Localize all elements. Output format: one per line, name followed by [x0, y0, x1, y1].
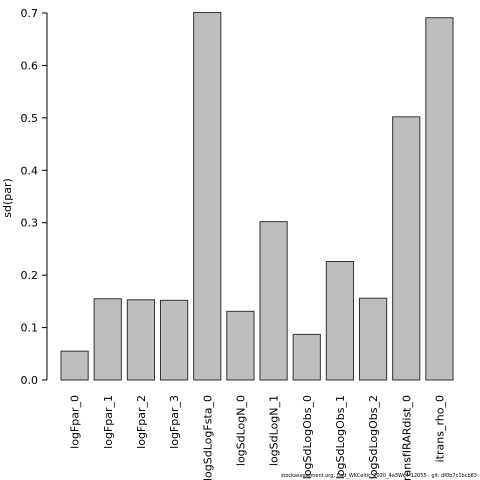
x-tick-label: logSdLogObs_1 — [334, 395, 347, 479]
y-tick-label: 0.4 — [21, 164, 39, 177]
x-tick-labels: logFpar_0 logFpar_1 logFpar_2 logFpar_3 logS… — [69, 395, 447, 480]
x-tick-label: logSdLogN_0 — [234, 395, 247, 466]
x-tick-label: logFpar_0 — [69, 395, 82, 449]
bar-logSdLogFsta_0 — [193, 11, 222, 381]
bar-logSdLogN_0 — [226, 310, 255, 381]
y-tick-label: 0.6 — [21, 59, 39, 72]
bar-logFpar_3 — [159, 299, 189, 381]
y-axis: 0.0 0.1 0.2 0.3 0.4 0.5 0.6 0.7 — [21, 7, 48, 387]
y-axis-title: sd(par) — [1, 178, 14, 218]
y-tick-label: 0.0 — [21, 374, 39, 387]
bar-logFpar_0 — [60, 350, 89, 381]
bar-logFpar_2 — [126, 299, 156, 381]
x-tick-label: logSdLogFsta_0 — [201, 395, 214, 480]
y-tick-label: 0.3 — [21, 217, 39, 230]
bar-logFpar_1 — [93, 298, 122, 381]
bar-logSdLogN_1 — [259, 221, 288, 381]
y-tick-label: 0.2 — [21, 269, 39, 282]
x-tick-label: itrans_rho_0 — [433, 395, 446, 462]
y-tick-label: 0.7 — [21, 7, 39, 20]
bar-logSdLogObs_2 — [358, 297, 388, 381]
bar-itrans_rho_0 — [425, 17, 454, 381]
bar-logSdLogObs_1 — [325, 261, 355, 381]
x-tick-label: logSdLogObs_2 — [367, 395, 380, 479]
bar-transfIRARdist_0 — [392, 116, 421, 381]
footnote: stockassessment.org, Cod_WKCeltic_2020_4… — [280, 473, 477, 479]
x-tick-label: logFpar_3 — [168, 395, 181, 449]
x-tick-label: logSdLogObs_0 — [301, 395, 314, 479]
bars — [60, 11, 454, 381]
x-tick-label: logSdLogN_1 — [268, 395, 281, 466]
y-tick-label: 0.1 — [21, 322, 39, 335]
bar-logSdLogObs_0 — [292, 333, 321, 381]
x-tick-label: logFpar_1 — [102, 395, 115, 449]
x-tick-label: logFpar_2 — [135, 395, 148, 449]
x-tick-label: transfIRARdist_0 — [400, 395, 413, 480]
y-tick-label: 0.5 — [21, 112, 39, 125]
